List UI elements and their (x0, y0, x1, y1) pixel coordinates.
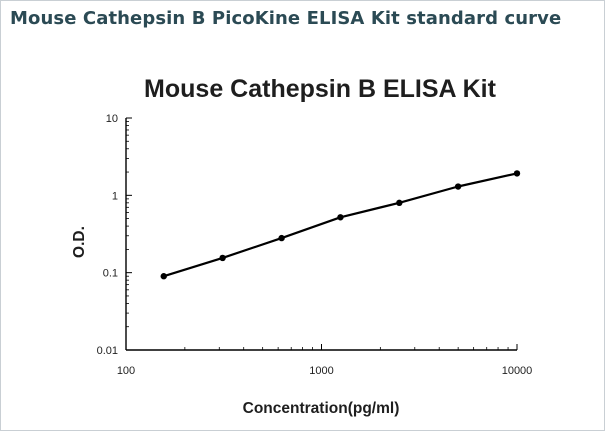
y-tick-label: 10 (106, 113, 118, 125)
data-point (219, 254, 226, 262)
x-tick-label: 1000 (309, 365, 333, 377)
data-point (454, 183, 462, 190)
chart-title: Mouse Cathepsin B ELISA Kit (144, 75, 497, 103)
y-axis-label: O.D. (71, 226, 88, 258)
y-tick-label: 0.01 (97, 345, 118, 357)
x-axis-label: Concentration(pg/ml) (243, 400, 400, 417)
data-point (513, 170, 521, 177)
y-tick-label: 1 (112, 190, 118, 202)
page-title: Mouse Cathepsin B PicoKine ELISA Kit sta… (10, 8, 562, 29)
data-point (396, 199, 403, 207)
data-point (160, 273, 167, 280)
data-point (278, 234, 285, 242)
x-tick-label: 100 (117, 365, 135, 377)
x-tick-label: 10000 (502, 365, 533, 377)
y-tick-label: 0.1 (103, 268, 118, 280)
data-point (337, 214, 344, 221)
standard-curve-line (163, 172, 518, 278)
plot-area: 10 1 0.1 0.01 100 1000 10000 (97, 113, 533, 377)
